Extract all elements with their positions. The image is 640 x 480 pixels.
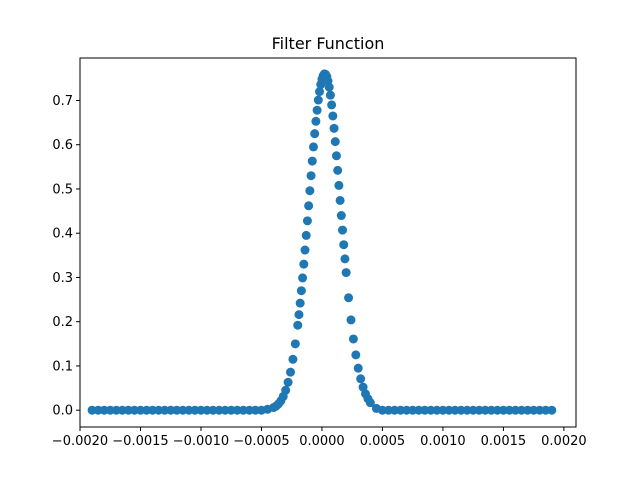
- data-point: [304, 201, 314, 211]
- y-tick-label: 0.7: [52, 94, 73, 109]
- x-tick-label: 0.0010: [420, 434, 466, 449]
- data-point: [336, 211, 346, 221]
- data-point: [315, 87, 325, 97]
- x-tick-label: 0.0020: [541, 434, 587, 449]
- data-point: [283, 377, 293, 387]
- data-point: [341, 268, 351, 278]
- data-point: [331, 151, 341, 161]
- data-point: [340, 254, 350, 264]
- data-point: [324, 82, 334, 92]
- data-point: [308, 142, 318, 152]
- data-point: [312, 105, 322, 115]
- data-point: [356, 374, 366, 384]
- data-point: [302, 216, 312, 226]
- data-point: [290, 339, 300, 349]
- data-point: [311, 116, 321, 126]
- chart-title: Filter Function: [272, 34, 385, 53]
- y-tick-label: 0.1: [52, 359, 73, 374]
- data-point: [288, 354, 298, 364]
- x-tick-label: −0.0020: [52, 434, 108, 449]
- x-tick-label: −0.0010: [173, 434, 229, 449]
- data-point: [286, 367, 295, 377]
- x-tick-label: 0.0000: [299, 434, 345, 449]
- data-point: [306, 171, 316, 181]
- data-point: [281, 385, 291, 395]
- y-tick-label: 0.5: [52, 182, 73, 197]
- data-point: [333, 165, 343, 175]
- data-point: [296, 286, 306, 296]
- data-point: [329, 123, 339, 133]
- data-point: [300, 245, 310, 255]
- data-point: [325, 90, 335, 100]
- y-tick-label: 0.2: [52, 315, 73, 330]
- data-point: [328, 111, 338, 121]
- data-point: [338, 225, 348, 235]
- x-tick-label: −0.0005: [233, 434, 289, 449]
- y-axis: 0.0 0.1 0.2 0.3 0.4 0.5 0.6 0.7: [52, 94, 80, 419]
- axes-frame: [79, 57, 577, 428]
- data-point: [334, 180, 344, 190]
- x-tick-label: −0.0015: [112, 434, 168, 449]
- data-point: [301, 230, 311, 240]
- data-point: [310, 129, 320, 139]
- y-tick-label: 0.6: [52, 138, 73, 153]
- data-point: [298, 273, 308, 283]
- x-tick-label: 0.0005: [360, 434, 406, 449]
- data-point: [307, 156, 317, 166]
- data-point: [293, 320, 303, 330]
- data-point: [335, 195, 345, 205]
- data-point: [348, 334, 358, 344]
- data-point: [365, 398, 375, 408]
- x-tick-label: 0.0015: [481, 434, 527, 449]
- data-point: [305, 186, 315, 196]
- data-point: [353, 363, 363, 373]
- data-point: [351, 350, 361, 360]
- data-point: [330, 137, 340, 147]
- y-tick-label: 0.3: [52, 271, 73, 286]
- data-point: [313, 95, 323, 105]
- data-point: [339, 240, 349, 250]
- data-point: [295, 298, 305, 308]
- x-axis: −0.0020 −0.0015 −0.0010 −0.0005 0.0000 0.0005…: [52, 427, 587, 449]
- y-tick-label: 0.0: [52, 404, 73, 419]
- y-tick-label: 0.4: [52, 227, 73, 242]
- data-point: [344, 293, 354, 303]
- data-point: [299, 259, 309, 269]
- plot-area: [87, 69, 557, 415]
- data-point: [294, 310, 304, 320]
- data-point: [346, 315, 356, 325]
- data-point: [547, 405, 557, 415]
- data-point: [327, 100, 337, 110]
